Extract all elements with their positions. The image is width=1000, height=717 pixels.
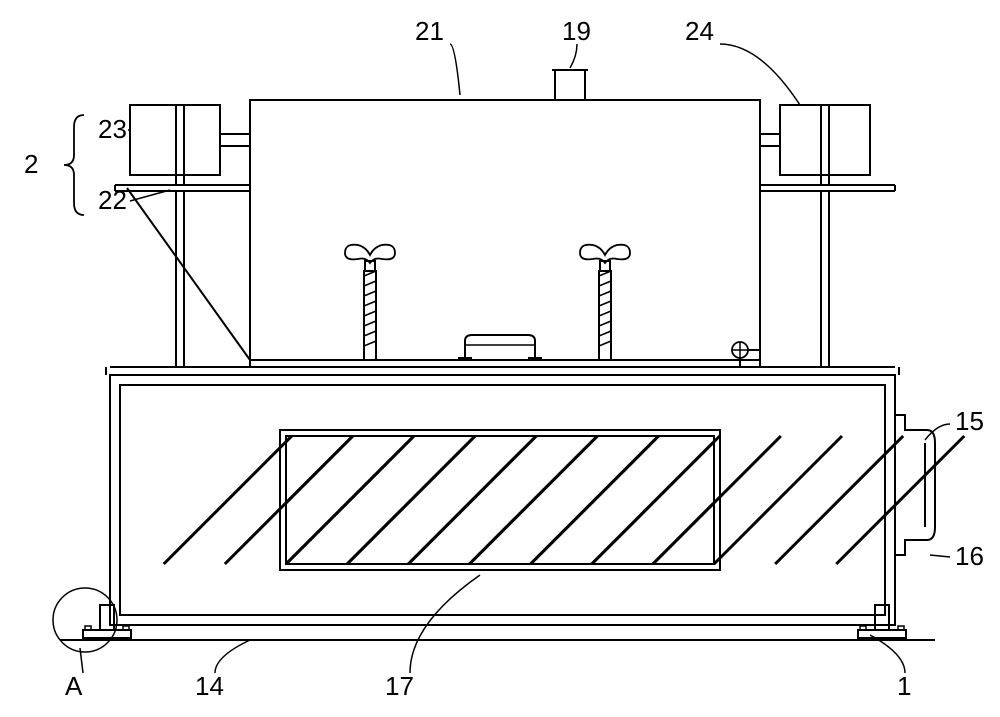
side-box-right	[780, 105, 870, 175]
label-17: 17	[385, 671, 414, 701]
foot-right	[858, 605, 906, 638]
detail-circle-a	[53, 588, 117, 652]
label-22: 22	[98, 185, 127, 215]
top-handle	[465, 335, 535, 358]
label-24: 24	[685, 16, 714, 46]
label-21: 21	[415, 16, 444, 46]
label-14: 14	[195, 671, 224, 701]
label-A: A	[65, 671, 83, 701]
label-23: 23	[98, 114, 127, 144]
hand-wheel	[599, 261, 611, 360]
label-2: 2	[24, 149, 38, 179]
label-15: 15	[955, 406, 984, 436]
hatch-lines	[164, 436, 965, 564]
top-cap	[555, 70, 585, 100]
lower-housing-inner	[120, 385, 885, 615]
brace-left	[127, 188, 250, 360]
label-16: 16	[955, 541, 984, 571]
foot-left	[83, 605, 131, 638]
brace-2	[64, 115, 84, 215]
label-19: 19	[562, 16, 591, 46]
upper-housing	[250, 100, 760, 360]
label-1: 1	[897, 671, 911, 701]
hand-wheel	[364, 261, 376, 360]
